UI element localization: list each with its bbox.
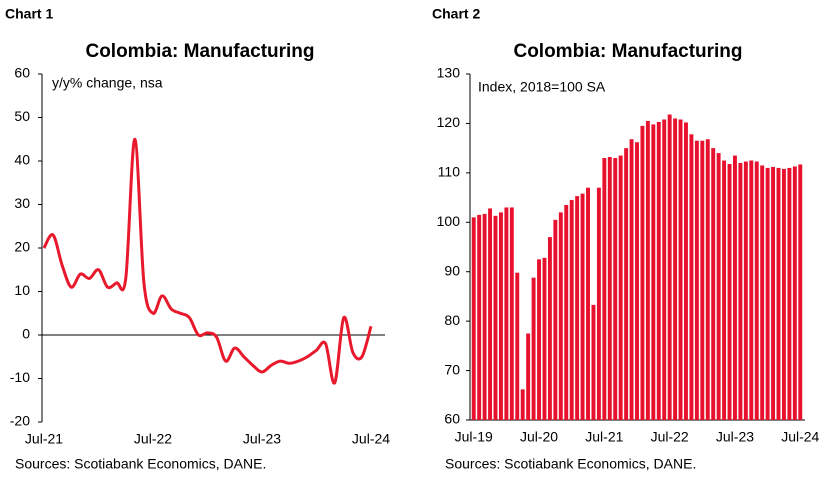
bar — [733, 155, 737, 421]
bar — [727, 163, 732, 420]
bar — [515, 272, 520, 420]
bar — [564, 204, 569, 420]
bar — [705, 139, 710, 420]
bar — [765, 167, 770, 420]
bar — [743, 161, 748, 420]
bar — [678, 119, 683, 420]
bar — [798, 164, 803, 420]
chart-header: Chart 2 — [432, 6, 480, 22]
bar — [694, 140, 699, 420]
bar — [667, 114, 672, 420]
bar — [787, 167, 792, 420]
y-tick-label: 0 — [22, 326, 30, 342]
bar — [607, 157, 612, 421]
bar — [569, 200, 574, 420]
x-tick-label: Jul-22 — [134, 431, 172, 447]
bar — [526, 333, 531, 420]
bar — [558, 212, 563, 420]
bar — [504, 207, 509, 420]
source: Sources: Scotiabank Economics, DANE. — [15, 456, 266, 472]
bar — [635, 142, 639, 420]
x-tick-label: Jul-24 — [781, 429, 819, 445]
bar — [792, 166, 797, 420]
y-tick-label: 60 — [14, 65, 30, 81]
axis-label: y/y% change, nsa — [52, 75, 163, 91]
x-tick-label: Jul-21 — [25, 431, 63, 447]
bar — [776, 167, 781, 420]
bar — [531, 277, 536, 420]
bar — [722, 160, 727, 420]
y-tick-label: 60 — [444, 411, 460, 427]
bar — [716, 153, 721, 421]
bar — [482, 213, 487, 420]
y-tick-label: 80 — [444, 312, 460, 328]
chart-title: Colombia: Manufacturing — [513, 41, 742, 62]
bar — [645, 120, 650, 420]
bar — [689, 134, 694, 420]
bar — [629, 139, 634, 420]
bar — [591, 304, 596, 420]
bar — [553, 219, 558, 420]
x-tick-label: Jul-19 — [455, 429, 493, 445]
bar — [656, 121, 661, 421]
bar — [580, 193, 585, 420]
y-tick-label: 120 — [437, 114, 461, 130]
x-tick-label: Jul-23 — [243, 431, 281, 447]
x-tick-label: Jul-20 — [520, 429, 558, 445]
bar — [575, 196, 580, 420]
y-tick-label: 40 — [14, 152, 30, 168]
y-tick-label: 30 — [14, 195, 30, 211]
x-tick-label: Jul-22 — [651, 429, 689, 445]
bar — [754, 161, 759, 420]
x-tick-label: Jul-21 — [585, 429, 623, 445]
y-tick-label: 50 — [14, 108, 30, 124]
bar — [542, 257, 547, 420]
bar — [586, 187, 590, 420]
y-tick-label: 130 — [437, 65, 461, 81]
bar — [613, 158, 618, 420]
bar — [781, 168, 786, 420]
y-tick-label: 90 — [444, 262, 460, 278]
bar — [471, 217, 476, 420]
y-tick-label: -20 — [10, 413, 30, 429]
chart-header: Chart 1 — [5, 6, 53, 22]
x-tick-label: Jul-23 — [716, 429, 754, 445]
bar — [738, 162, 743, 420]
bar — [618, 155, 623, 421]
bar — [477, 214, 482, 420]
bar — [749, 160, 754, 420]
y-tick-label: 70 — [444, 361, 460, 377]
y-tick-label: 100 — [437, 213, 461, 229]
y-tick-label: 10 — [14, 282, 30, 298]
y-tick-label: -10 — [10, 369, 30, 385]
bar — [700, 140, 705, 420]
bar — [662, 119, 667, 420]
bar — [684, 122, 688, 420]
x-tick-label: Jul-24 — [352, 431, 390, 447]
bar — [602, 158, 607, 420]
bar — [624, 148, 629, 420]
bar — [509, 207, 514, 420]
bar — [596, 187, 601, 420]
bar — [673, 118, 678, 420]
y-tick-label: 110 — [438, 164, 461, 180]
chart-title: Colombia: Manufacturing — [85, 41, 314, 62]
bar — [711, 148, 716, 420]
axis-label: Index, 2018=100 SA — [478, 79, 606, 95]
y-tick-label: 20 — [14, 239, 30, 255]
bar — [537, 259, 541, 420]
bar — [488, 208, 493, 420]
source: Sources: Scotiabank Economics, DANE. — [445, 456, 696, 472]
bar — [640, 125, 645, 421]
bar — [760, 165, 765, 420]
data-line — [42, 137, 373, 385]
bar — [493, 215, 498, 420]
bar — [771, 166, 776, 420]
bar — [547, 237, 552, 420]
bar — [520, 389, 525, 420]
bar — [498, 212, 503, 420]
bar — [651, 124, 656, 420]
